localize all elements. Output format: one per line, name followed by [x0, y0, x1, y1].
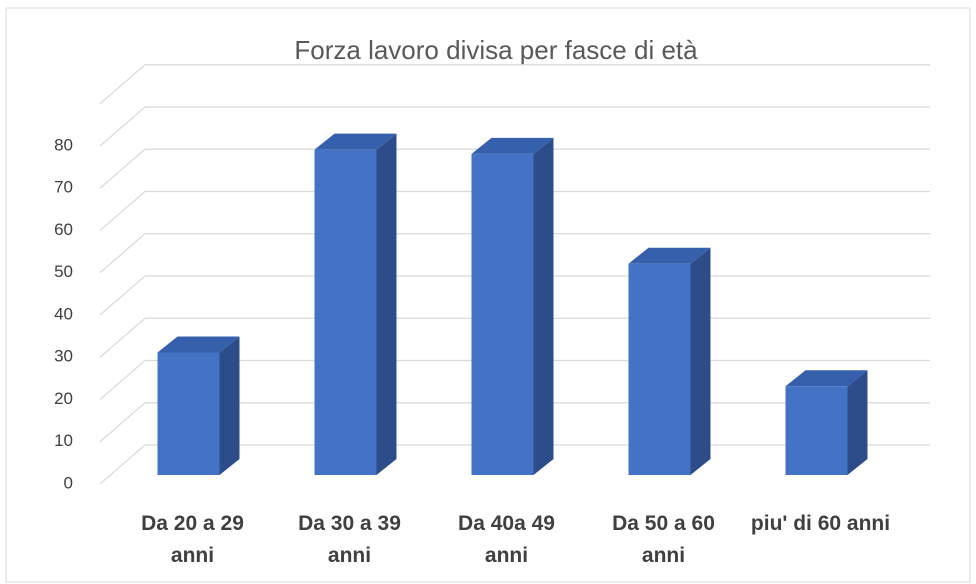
- bar-side: [847, 370, 868, 475]
- bar-side: [690, 247, 711, 475]
- bar: [157, 352, 220, 475]
- y-tick-label: 60: [54, 220, 73, 239]
- bar: [785, 386, 848, 475]
- x-tick-label: piu' di 60 anni: [750, 512, 891, 535]
- grid-line: [99, 233, 930, 274]
- bar-top: [628, 247, 711, 264]
- y-tick-label: 30: [54, 347, 73, 366]
- bar: [628, 263, 691, 475]
- bar: [471, 153, 534, 475]
- bar-side: [219, 336, 240, 475]
- grid-line: [99, 106, 930, 147]
- x-tick-label: Da 40a 49 anni: [458, 512, 555, 567]
- x-tick-label: Da 20 a 29 anni: [141, 512, 244, 567]
- y-tick-label: 40: [54, 304, 73, 323]
- x-tick-label: Da 30 a 39 anni: [298, 512, 401, 567]
- bar-side: [376, 133, 397, 476]
- bar-side: [533, 137, 554, 475]
- y-tick-label: 0: [64, 473, 73, 492]
- x-tick-label: Da 50 a 60 anni: [612, 512, 715, 567]
- y-tick-label: 50: [54, 262, 73, 281]
- bar-top: [314, 133, 397, 150]
- grid-line: [99, 190, 930, 231]
- grid-line: [99, 148, 930, 189]
- bar-top: [157, 336, 240, 353]
- bar: [314, 149, 377, 476]
- bar-top: [471, 137, 554, 154]
- y-tick-label: 20: [54, 389, 73, 408]
- grid-top: [99, 64, 930, 105]
- y-tick-label: 10: [54, 431, 73, 450]
- bar-top: [785, 370, 868, 387]
- y-tick-label: 70: [54, 178, 73, 197]
- y-tick-label: 80: [54, 135, 73, 154]
- chart-title: Forza lavoro divisa per fasce di età: [294, 35, 698, 65]
